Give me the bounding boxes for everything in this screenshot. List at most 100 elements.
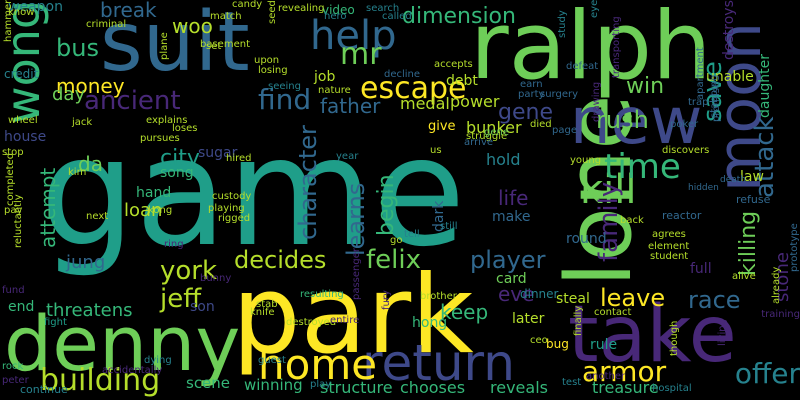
word-bus: bus [56,34,99,62]
word-threatens: threatens [46,300,133,321]
word-felix: felix [366,245,421,275]
word-basement: basement [200,39,250,50]
word-leave: leave [600,284,666,312]
word-destroys: destroys [721,0,737,60]
word-fury: fury [381,290,392,310]
word-tell: tell [404,229,420,240]
word-study: study [557,10,568,38]
word-seeing: seeing [268,81,301,92]
word-son: son [190,299,215,315]
word-woo: woo [172,14,213,38]
word-guest: guest [258,355,286,366]
word-park: park [232,253,474,378]
word-rule: rule [590,337,618,353]
word-structure: structure [320,378,393,397]
word-decline: decline [384,69,421,80]
word-song: song [160,165,194,181]
word-character: character [294,125,322,240]
word-trap: trap [688,97,709,108]
word-win: win [626,74,665,99]
word-plane: plane [159,32,170,60]
word-upon: upon [254,55,280,66]
word-ceo: ceo [530,335,548,346]
word-contact: contact [594,307,632,318]
word-rigged: rigged [218,213,251,224]
word-treasure: treasure [592,378,659,397]
word-criminal: criminal [86,19,127,30]
word-york: york [160,256,218,286]
word-mr: mr [340,37,382,72]
word-stabbing: stabbing [709,74,720,118]
word-attack: attack [750,116,780,198]
word-city: city [160,146,200,171]
word-life: life [498,186,529,210]
word-break: break [100,0,157,22]
word-refuse: refuse [736,193,771,206]
word-hidden: hidden [688,183,719,193]
word-dying: dying [144,355,172,366]
word-explains: explains [146,115,188,126]
word-match: match [210,11,242,22]
word-building: building [40,363,161,398]
word-us: us [430,145,442,156]
word-reactor: reactor [662,209,702,222]
word-hired: hired [226,153,252,164]
word-ancient: ancient [84,86,181,116]
word-medal: medal [400,94,450,113]
word-peter: peter [2,375,29,386]
word-hospital: hospital [652,383,692,394]
word-page: page [552,125,577,136]
word-chooses: chooses [400,378,466,397]
word-family: family [594,181,624,262]
word-back: back [620,215,644,226]
word-hong: hong [412,315,448,331]
word-end: end [8,299,35,315]
word-bunny: bunny [200,273,232,284]
word-fight: fight [44,317,67,328]
word-jung: jung [66,252,106,273]
word-living: living [717,319,728,346]
word-arrive: arrive [464,137,494,148]
word-eve: eve [498,282,535,306]
word-scene: scene [186,374,231,392]
word-armor: armor [582,355,667,388]
word-daughter: daughter [757,54,773,118]
word-hand: hand [136,185,172,201]
word-pursues: pursues [140,133,180,144]
word-entire: entire [330,315,360,326]
word-passenger: passenger [351,248,362,300]
word-alive: alive [732,271,756,282]
word-called: called [382,11,412,22]
word-return: return [362,334,515,392]
word-though: though [669,320,680,356]
word-discovers: discovers [662,145,710,156]
word-reveals: reveals [490,378,548,397]
word-decides: decides [234,246,327,274]
word-element: element [648,241,690,252]
word-revealing: revealing [278,3,325,14]
word-power: power [450,92,500,111]
word-game: game [40,106,466,280]
word-loses: loses [172,123,198,134]
word-accepts: accepts [434,59,473,70]
word-house: house [4,129,47,145]
word-know: know [8,7,35,18]
word-candy: candy [232,0,263,10]
word-accidentally: accidentally [102,365,163,376]
word-winning: winning [244,376,303,394]
word-training: training [761,309,800,320]
word-kong: kong [148,205,173,216]
word-nature: nature [318,85,351,96]
word-da: da [78,152,103,176]
word-year: year [336,151,359,162]
word-later: later [512,311,545,327]
word-knife: knife [250,307,275,318]
word-gene: gene [484,127,509,138]
word-rush: rush [596,106,649,134]
word-another: another [586,371,626,382]
word-died: died [530,119,552,130]
word-death: death [720,175,746,185]
word-rock: rock [2,361,24,372]
word-stop: stop [2,147,24,158]
